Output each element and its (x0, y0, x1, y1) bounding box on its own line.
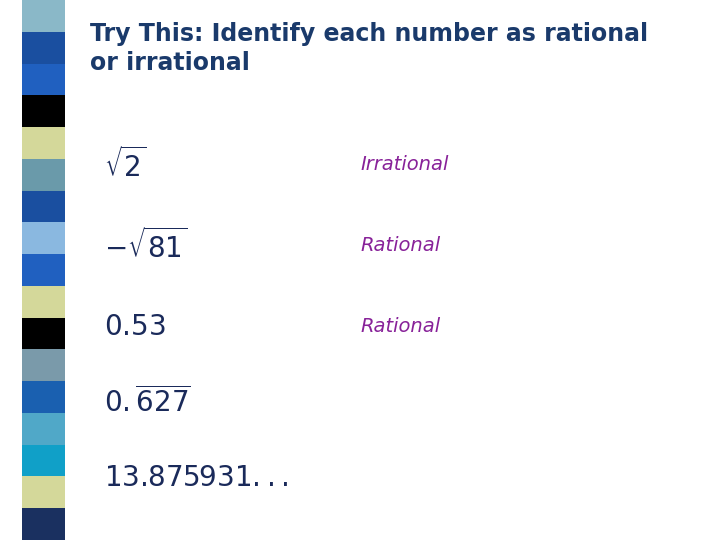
Text: Rational: Rational (360, 236, 440, 255)
Bar (22, 32, 65, 64)
Bar (22, 127, 65, 159)
Text: Rational: Rational (360, 317, 440, 336)
Bar (22, 349, 65, 381)
Bar (22, 64, 65, 95)
Bar (22, 159, 65, 191)
Text: $-\sqrt{81}$: $-\sqrt{81}$ (104, 228, 189, 264)
Bar (22, 222, 65, 254)
Text: $\sqrt{2}$: $\sqrt{2}$ (104, 147, 148, 183)
Bar (22, 476, 65, 508)
Text: Try This: Identify each number as rational
or irrational: Try This: Identify each number as ration… (90, 22, 648, 75)
Text: $0.53$: $0.53$ (104, 313, 166, 341)
Bar (22, 95, 65, 127)
Bar (22, 413, 65, 445)
Bar (22, 318, 65, 349)
Bar (22, 191, 65, 222)
Bar (22, 508, 65, 540)
Text: $0.\overline{627}$: $0.\overline{627}$ (104, 386, 192, 418)
Bar (22, 286, 65, 318)
Bar (22, 254, 65, 286)
Text: $13.875931...$: $13.875931...$ (104, 464, 289, 492)
Text: Irrational: Irrational (360, 155, 449, 174)
Bar (22, 445, 65, 476)
Bar (22, 381, 65, 413)
Bar (22, 0, 65, 32)
